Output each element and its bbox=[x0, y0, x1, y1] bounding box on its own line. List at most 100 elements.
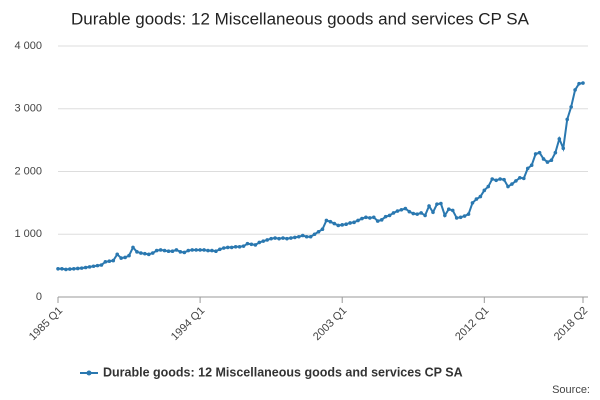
point bbox=[87, 265, 92, 269]
point bbox=[170, 249, 175, 253]
point bbox=[446, 207, 451, 211]
point bbox=[265, 238, 270, 242]
point bbox=[304, 234, 309, 239]
point bbox=[281, 236, 285, 240]
point bbox=[269, 236, 273, 241]
point bbox=[68, 267, 72, 271]
point bbox=[296, 234, 301, 239]
y-tick-label: 0 bbox=[36, 291, 42, 303]
point bbox=[549, 158, 554, 163]
point bbox=[423, 213, 427, 218]
point bbox=[391, 211, 396, 215]
point bbox=[356, 218, 360, 223]
point bbox=[462, 214, 467, 218]
point bbox=[581, 81, 585, 85]
point bbox=[91, 264, 96, 269]
point bbox=[119, 256, 123, 260]
point bbox=[518, 175, 522, 180]
point bbox=[328, 219, 333, 224]
point bbox=[146, 252, 151, 257]
point bbox=[225, 245, 230, 250]
point bbox=[494, 178, 498, 183]
point bbox=[135, 250, 139, 254]
point bbox=[415, 212, 420, 216]
point bbox=[289, 236, 293, 240]
y-tick-label: 1 000 bbox=[14, 228, 42, 240]
point bbox=[371, 215, 376, 220]
point bbox=[541, 157, 546, 161]
chart-title: Durable goods: 12 Miscellaneous goods an… bbox=[71, 9, 530, 28]
point bbox=[419, 211, 423, 215]
point bbox=[502, 177, 506, 182]
point bbox=[249, 242, 254, 247]
point bbox=[300, 233, 305, 238]
y-tick-label: 2 000 bbox=[14, 165, 42, 177]
point bbox=[143, 251, 147, 256]
point bbox=[123, 255, 127, 260]
point bbox=[293, 235, 297, 240]
point bbox=[348, 221, 352, 225]
point bbox=[399, 207, 404, 212]
x-tick-label: 2018 Q2 bbox=[552, 305, 590, 343]
point bbox=[241, 244, 246, 248]
point bbox=[312, 232, 317, 237]
legend-label: Durable goods: 12 Miscellaneous goods an… bbox=[103, 365, 463, 379]
point bbox=[154, 248, 159, 253]
point bbox=[233, 245, 238, 249]
point bbox=[506, 184, 510, 189]
point bbox=[553, 150, 558, 155]
line bbox=[58, 82, 584, 271]
point bbox=[99, 263, 104, 267]
point bbox=[525, 166, 530, 171]
point bbox=[107, 259, 112, 264]
point bbox=[273, 236, 277, 240]
point bbox=[277, 236, 281, 241]
point bbox=[139, 251, 143, 255]
source: Source: bbox=[552, 384, 590, 396]
point bbox=[229, 245, 234, 250]
point bbox=[383, 214, 388, 219]
point bbox=[103, 260, 108, 264]
point bbox=[71, 266, 76, 271]
point bbox=[158, 248, 163, 252]
x-tick-label: 2003 Q1 bbox=[311, 305, 349, 343]
point bbox=[218, 247, 222, 252]
point bbox=[64, 267, 68, 272]
point bbox=[285, 236, 289, 241]
point bbox=[308, 234, 313, 239]
point bbox=[478, 194, 483, 199]
point bbox=[486, 184, 491, 189]
point bbox=[439, 201, 443, 206]
point bbox=[490, 177, 495, 181]
point bbox=[403, 206, 408, 211]
point bbox=[470, 201, 475, 205]
point bbox=[324, 218, 329, 223]
point bbox=[111, 258, 116, 263]
point bbox=[537, 150, 542, 155]
point bbox=[443, 213, 447, 218]
point bbox=[529, 163, 534, 168]
point bbox=[364, 215, 368, 220]
point bbox=[174, 248, 179, 252]
y-tick-label: 4 000 bbox=[14, 40, 42, 52]
point bbox=[474, 197, 479, 201]
point bbox=[450, 208, 455, 213]
point bbox=[83, 265, 88, 270]
point bbox=[545, 160, 550, 164]
point bbox=[79, 266, 84, 270]
point bbox=[202, 248, 206, 252]
point bbox=[115, 252, 120, 257]
x-tick-label: 1985 Q1 bbox=[27, 305, 65, 343]
point bbox=[198, 248, 202, 252]
point bbox=[221, 246, 226, 250]
point bbox=[316, 229, 321, 234]
legend-marker bbox=[86, 370, 92, 376]
point bbox=[186, 248, 191, 253]
point bbox=[182, 250, 187, 255]
point bbox=[569, 105, 573, 109]
point bbox=[344, 222, 348, 227]
point bbox=[190, 248, 195, 252]
point bbox=[150, 251, 155, 255]
point bbox=[427, 204, 431, 208]
